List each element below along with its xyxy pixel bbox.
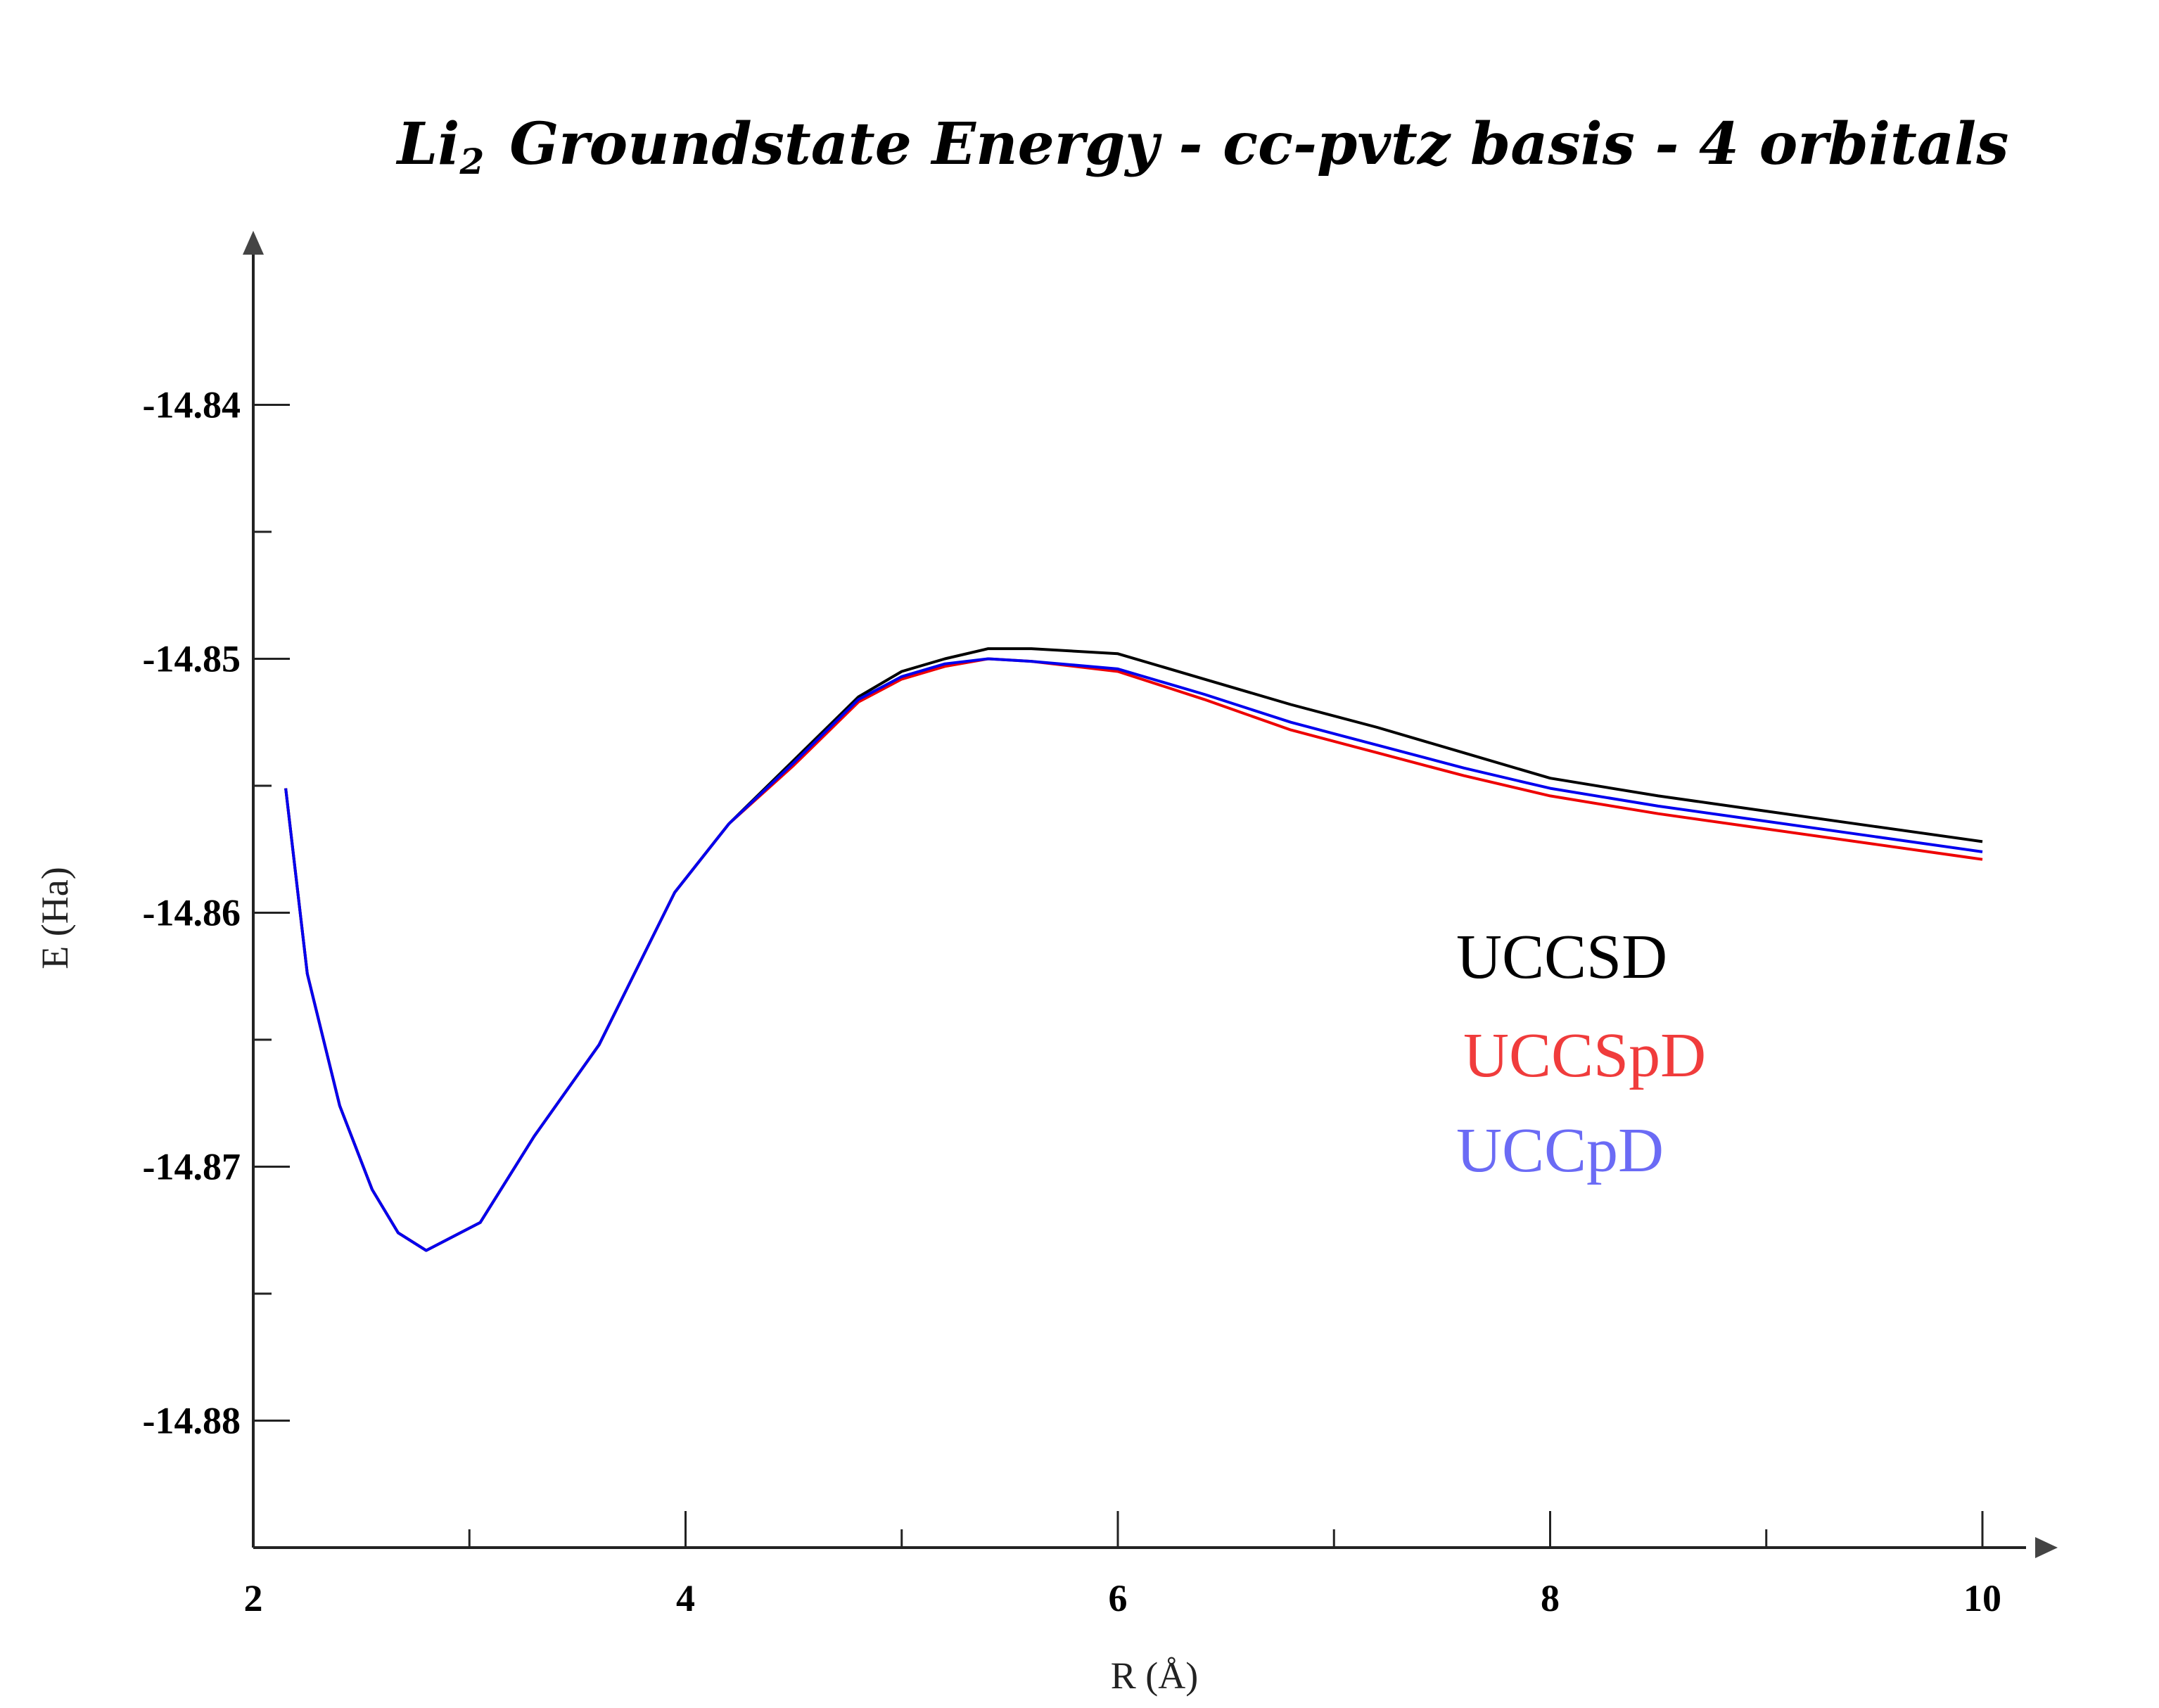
x-tick-label: 8: [1541, 1577, 1560, 1619]
series-line-uccsd: [284, 647, 1983, 1252]
y-tick-label: -14.88: [143, 1400, 241, 1442]
chart-title: Li2 Groundstate Energy - cc-pvtz basis - …: [396, 110, 2009, 182]
legend-entry-uccspd: UCCSpD: [1463, 1021, 1706, 1090]
y-axis-arrow: [243, 231, 264, 255]
series-line-uccspd: [284, 657, 1983, 1252]
y-tick-label: -14.85: [143, 638, 241, 680]
y-tick-label: -14.87: [143, 1146, 241, 1188]
x-tick-label: 6: [1109, 1577, 1128, 1619]
ticks: 2 4 6 8 10 -14.84 -14.85 -14.86 -14.87 -14.88: [143, 384, 2001, 1620]
title-subscript: 2: [459, 141, 484, 182]
y-tick-label: -14.84: [143, 384, 241, 426]
y-axis-label: E (Ha): [34, 867, 76, 969]
title-main: Li: [396, 110, 460, 178]
axes: [243, 231, 2058, 1558]
x-axis-arrow: [2035, 1537, 2058, 1558]
x-tick-label: 10: [1963, 1577, 2001, 1619]
legend-entry-uccsd: UCCSD: [1456, 922, 1667, 992]
series-layer: [284, 647, 1983, 1252]
title-rest: Groundstate Energy - cc-pvtz basis - 4 o…: [509, 110, 2008, 178]
y-tick-label: -14.86: [143, 892, 241, 934]
legend: UCCSD UCCSpD UCCpD: [1456, 922, 1706, 1185]
series-line-uccpd: [284, 657, 1983, 1252]
x-axis-label: R (Å): [1111, 1655, 1198, 1697]
x-tick-label: 4: [676, 1577, 695, 1619]
x-tick-label: 2: [244, 1577, 263, 1619]
legend-entry-uccpd: UCCpD: [1456, 1116, 1664, 1185]
